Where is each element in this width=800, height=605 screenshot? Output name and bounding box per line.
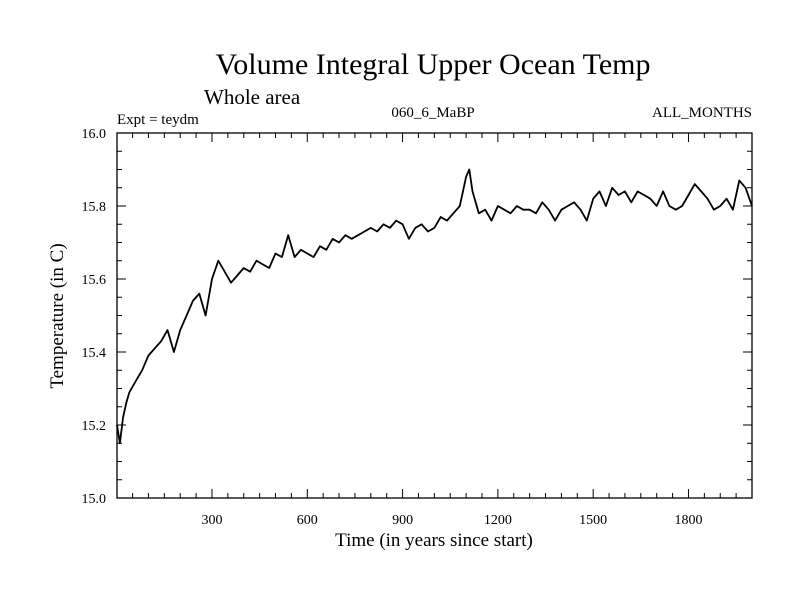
x-tick-label: 1800: [674, 513, 702, 528]
chart-title: Volume Integral Upper Ocean Temp: [216, 48, 651, 81]
header-left-label: Expt = teydm: [117, 112, 199, 128]
x-tick-label: 900: [392, 513, 413, 528]
y-tick-label: 15.8: [82, 200, 107, 215]
data-series: [116, 168, 753, 445]
tick-marks: [117, 133, 752, 498]
temperature-series-line: [116, 168, 753, 445]
x-tick-label: 1500: [579, 513, 607, 528]
tick-labels: 300 600 900 1200 1500 1800 15.0 15.2 15.4 15.6 15.…: [82, 127, 703, 528]
y-tick-label: 16.0: [82, 127, 107, 142]
x-tick-label: 300: [201, 513, 222, 528]
chart-subtitle: Whole area: [204, 85, 301, 109]
y-tick-label: 15.2: [82, 419, 107, 434]
header-center-label: 060_6_MaBP: [391, 105, 474, 121]
y-tick-label: 15.4: [82, 346, 107, 361]
y-tick-label: 15.6: [82, 273, 107, 288]
x-axis-label: Time (in years since start): [335, 530, 533, 551]
plot-frame: [116, 132, 753, 499]
x-tick-label: 1200: [484, 513, 512, 528]
header-right-label: ALL_MONTHS: [652, 105, 752, 121]
y-tick-label: 15.0: [82, 492, 107, 507]
y-axis-label: Temperature (in C): [47, 243, 68, 388]
x-tick-label: 600: [297, 513, 318, 528]
